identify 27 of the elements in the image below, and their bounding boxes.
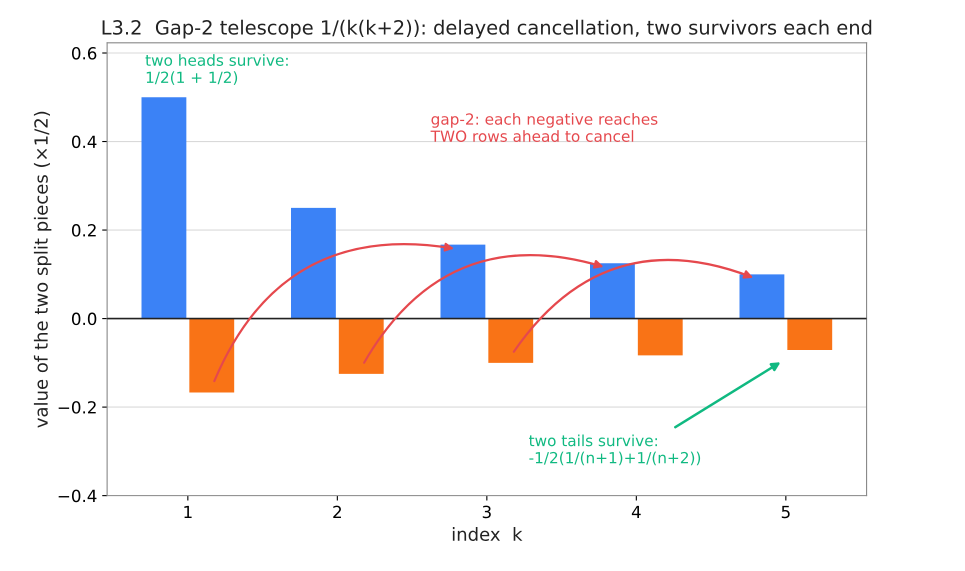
x-tick-label: 4 <box>632 506 641 518</box>
x-tick-label: 2 <box>333 506 341 518</box>
y-axis-title: value of the two split pieces (×1/2) <box>34 112 52 428</box>
y-tick-label: 0.2 <box>72 224 96 237</box>
bar <box>787 318 832 350</box>
x-axis-title: index k <box>452 527 522 542</box>
chart-title: L3.2 Gap-2 telescope 1/(k(k+2)): delayed cancellation, two survivors each end <box>102 20 872 39</box>
bar <box>488 318 534 363</box>
bar <box>142 97 186 319</box>
bar <box>338 318 384 374</box>
y-tick-label: −0.2 <box>58 401 96 414</box>
annotation: two heads survive: 1/2(1 + 1/2) <box>146 54 288 85</box>
annotation: two tails survive: -1/2(1/(n+1)+1/(n+2)) <box>529 434 700 466</box>
y-tick-label: 0.6 <box>72 46 96 60</box>
y-tick-label: 0.4 <box>72 135 96 148</box>
x-tick-label: 3 <box>482 506 491 518</box>
bar <box>189 318 234 392</box>
bar <box>440 244 486 319</box>
x-tick-label: 1 <box>184 506 192 518</box>
x-tick-label: 5 <box>782 506 790 518</box>
bar <box>291 208 336 319</box>
annotation: gap-2: each negative reaches TWO rows ahead to cancel <box>430 113 658 142</box>
y-tick-label: 0.0 <box>72 312 96 326</box>
bar <box>590 263 635 319</box>
y-tick-label: −0.4 <box>58 490 96 502</box>
bar <box>638 318 683 356</box>
bar <box>739 274 784 319</box>
